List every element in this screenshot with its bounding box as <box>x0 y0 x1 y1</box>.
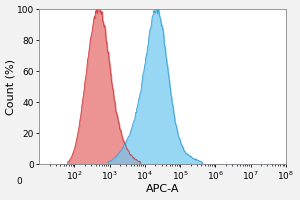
X-axis label: APC-A: APC-A <box>146 184 179 194</box>
Text: 0: 0 <box>16 177 22 186</box>
Y-axis label: Count (%): Count (%) <box>6 59 16 115</box>
